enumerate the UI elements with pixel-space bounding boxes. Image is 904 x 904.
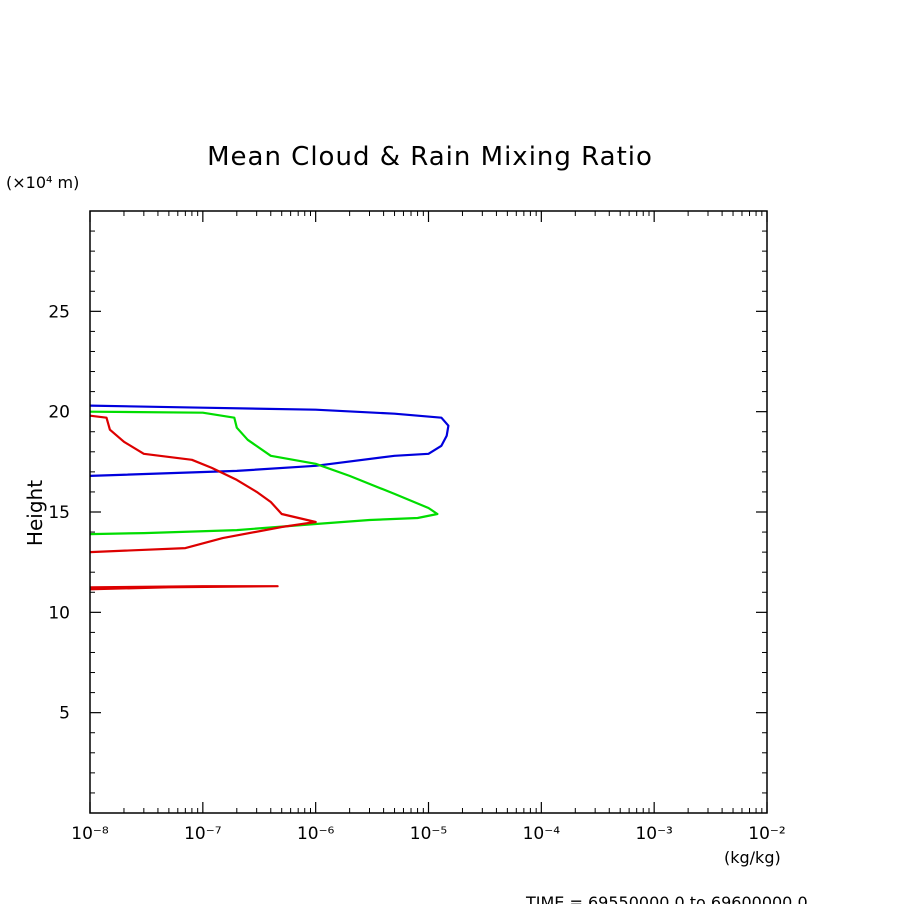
chart-title: Mean Cloud & Rain Mixing Ratio bbox=[207, 142, 653, 172]
y-tick-label: 15 bbox=[48, 503, 70, 523]
y-tick-label: 20 bbox=[48, 403, 70, 423]
x-tick-label: 10⁻⁵ bbox=[410, 824, 447, 844]
y-tick-label: 5 bbox=[59, 704, 70, 724]
series-line-3 bbox=[89, 414, 317, 554]
series-line-1 bbox=[89, 404, 450, 477]
x-unit-label: (kg/kg) bbox=[724, 848, 781, 867]
y-axis-label: Height bbox=[23, 480, 47, 546]
y-tick-label: 10 bbox=[48, 603, 70, 623]
plot-frame bbox=[89, 210, 768, 814]
x-tick-label: 10⁻⁴ bbox=[523, 824, 561, 844]
x-tick-label: 10⁻³ bbox=[635, 824, 672, 844]
series-line-2 bbox=[89, 410, 439, 536]
series-line-4 bbox=[89, 585, 279, 591]
y-unit-label: (×10⁴ m) bbox=[6, 173, 79, 192]
x-tick-label: 10⁻⁶ bbox=[297, 824, 335, 844]
time-footer: TIME = 69550000.0 to 69600000.0 bbox=[525, 893, 808, 904]
x-tick-label: 10⁻⁷ bbox=[184, 824, 222, 844]
x-tick-label: 10⁻⁸ bbox=[71, 824, 109, 844]
y-tick-label: 25 bbox=[48, 302, 70, 322]
x-tick-label: 10⁻² bbox=[748, 824, 785, 844]
